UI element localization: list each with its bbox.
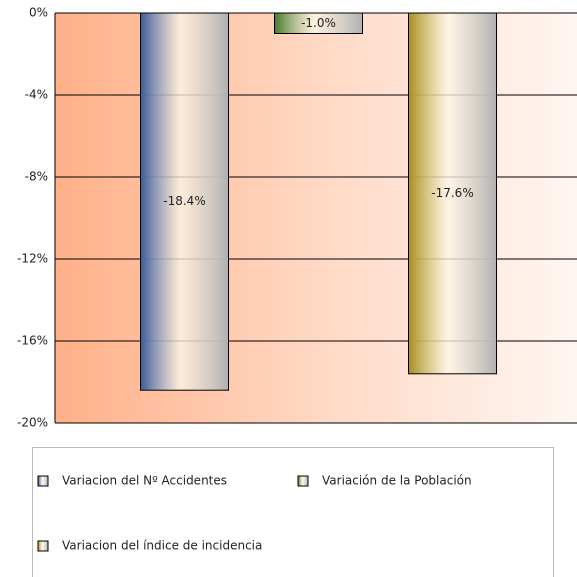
y-tick-label: 0%	[29, 6, 48, 20]
value-label: -18.4%	[163, 194, 205, 208]
y-tick-label: -8%	[25, 170, 48, 184]
y-tick-label: -20%	[17, 416, 48, 430]
legend-label: Variación de la Población	[322, 474, 472, 488]
y-tick-label: -16%	[17, 334, 48, 348]
legend-swatch	[37, 540, 49, 552]
legend-swatch	[37, 475, 49, 487]
legend-label: Variacion del índice de incidencia	[62, 539, 262, 553]
plot-area	[55, 13, 577, 423]
legend-swatch	[297, 475, 309, 487]
bar	[408, 12, 497, 375]
value-label: -1.0%	[301, 16, 336, 30]
value-label: -17.6%	[431, 186, 473, 200]
y-tick-label: -4%	[25, 88, 48, 102]
legend-label: Variacion del Nº Accidentes	[62, 474, 227, 488]
y-tick-label: -12%	[17, 252, 48, 266]
bar	[140, 12, 229, 391]
bar	[274, 12, 363, 34]
legend-box	[32, 447, 554, 577]
